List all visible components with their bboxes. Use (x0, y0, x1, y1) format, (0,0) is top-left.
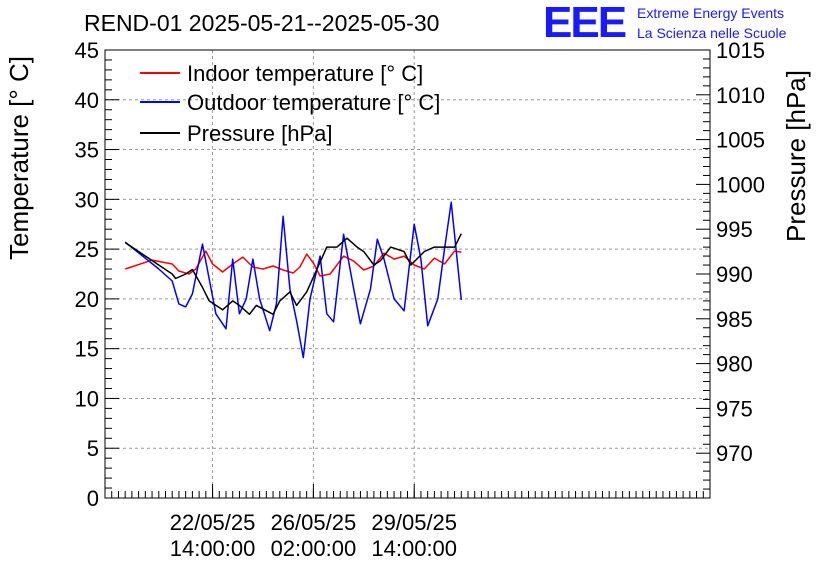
y-axis-label: Temperature [° C] (4, 56, 34, 260)
x-tick-label-date: 22/05/25 (170, 510, 256, 535)
legend-label: Outdoor temperature [° C] (187, 90, 440, 115)
x-tick-label-time: 14:00:00 (170, 536, 256, 561)
logo-text-line2: La Scienza nelle Scuole (637, 25, 787, 41)
y-tick-label: 35 (75, 138, 99, 163)
y2-tick-label: 985 (716, 307, 753, 332)
x-tick-label-time: 02:00:00 (271, 536, 357, 561)
y2-tick-label: 975 (716, 396, 753, 421)
legend-label: Pressure [hPa] (187, 121, 333, 146)
legend-label: Indoor temperature [° C] (187, 61, 423, 86)
y-tick-label: 25 (75, 237, 99, 262)
eee-logo: EEE (543, 0, 627, 47)
y-tick-label: 10 (75, 386, 99, 411)
y-tick-label: 0 (87, 486, 99, 511)
y2-axis-label: Pressure [hPa] (781, 70, 811, 242)
y2-tick-label: 995 (716, 217, 753, 242)
y2-tick-label: 970 (716, 441, 753, 466)
y-tick-label: 5 (87, 436, 99, 461)
y-tick-label: 40 (75, 88, 99, 113)
logo-text-line1: Extreme Energy Events (637, 5, 785, 21)
y2-tick-label: 1005 (716, 128, 765, 153)
y-tick-label: 15 (75, 337, 99, 362)
x-tick-label-date: 26/05/25 (271, 510, 357, 535)
x-tick-label-time: 14:00:00 (371, 536, 457, 561)
y-tick-label: 30 (75, 187, 99, 212)
grid (105, 50, 710, 498)
series-line-outdoor-temperature-c (124, 201, 463, 359)
legend: Indoor temperature [° C] Outdoor temperat… (140, 61, 440, 146)
x-tick-label-date: 29/05/25 (371, 510, 457, 535)
chart-title: REND-01 2025-05-21--2025-05-30 (84, 10, 440, 36)
y2-tick-label: 1000 (716, 172, 765, 197)
y-tick-label: 45 (75, 38, 99, 63)
axis-ticks: 0510152025303540459709759809859909951000… (75, 38, 765, 561)
series-line-pressure-hpa (124, 233, 462, 316)
y2-tick-label: 1010 (716, 83, 765, 108)
y-tick-label: 20 (75, 287, 99, 312)
y2-tick-label: 1015 (716, 38, 765, 63)
y2-tick-label: 980 (716, 352, 753, 377)
series-lines (124, 201, 463, 359)
y2-tick-label: 990 (716, 262, 753, 287)
